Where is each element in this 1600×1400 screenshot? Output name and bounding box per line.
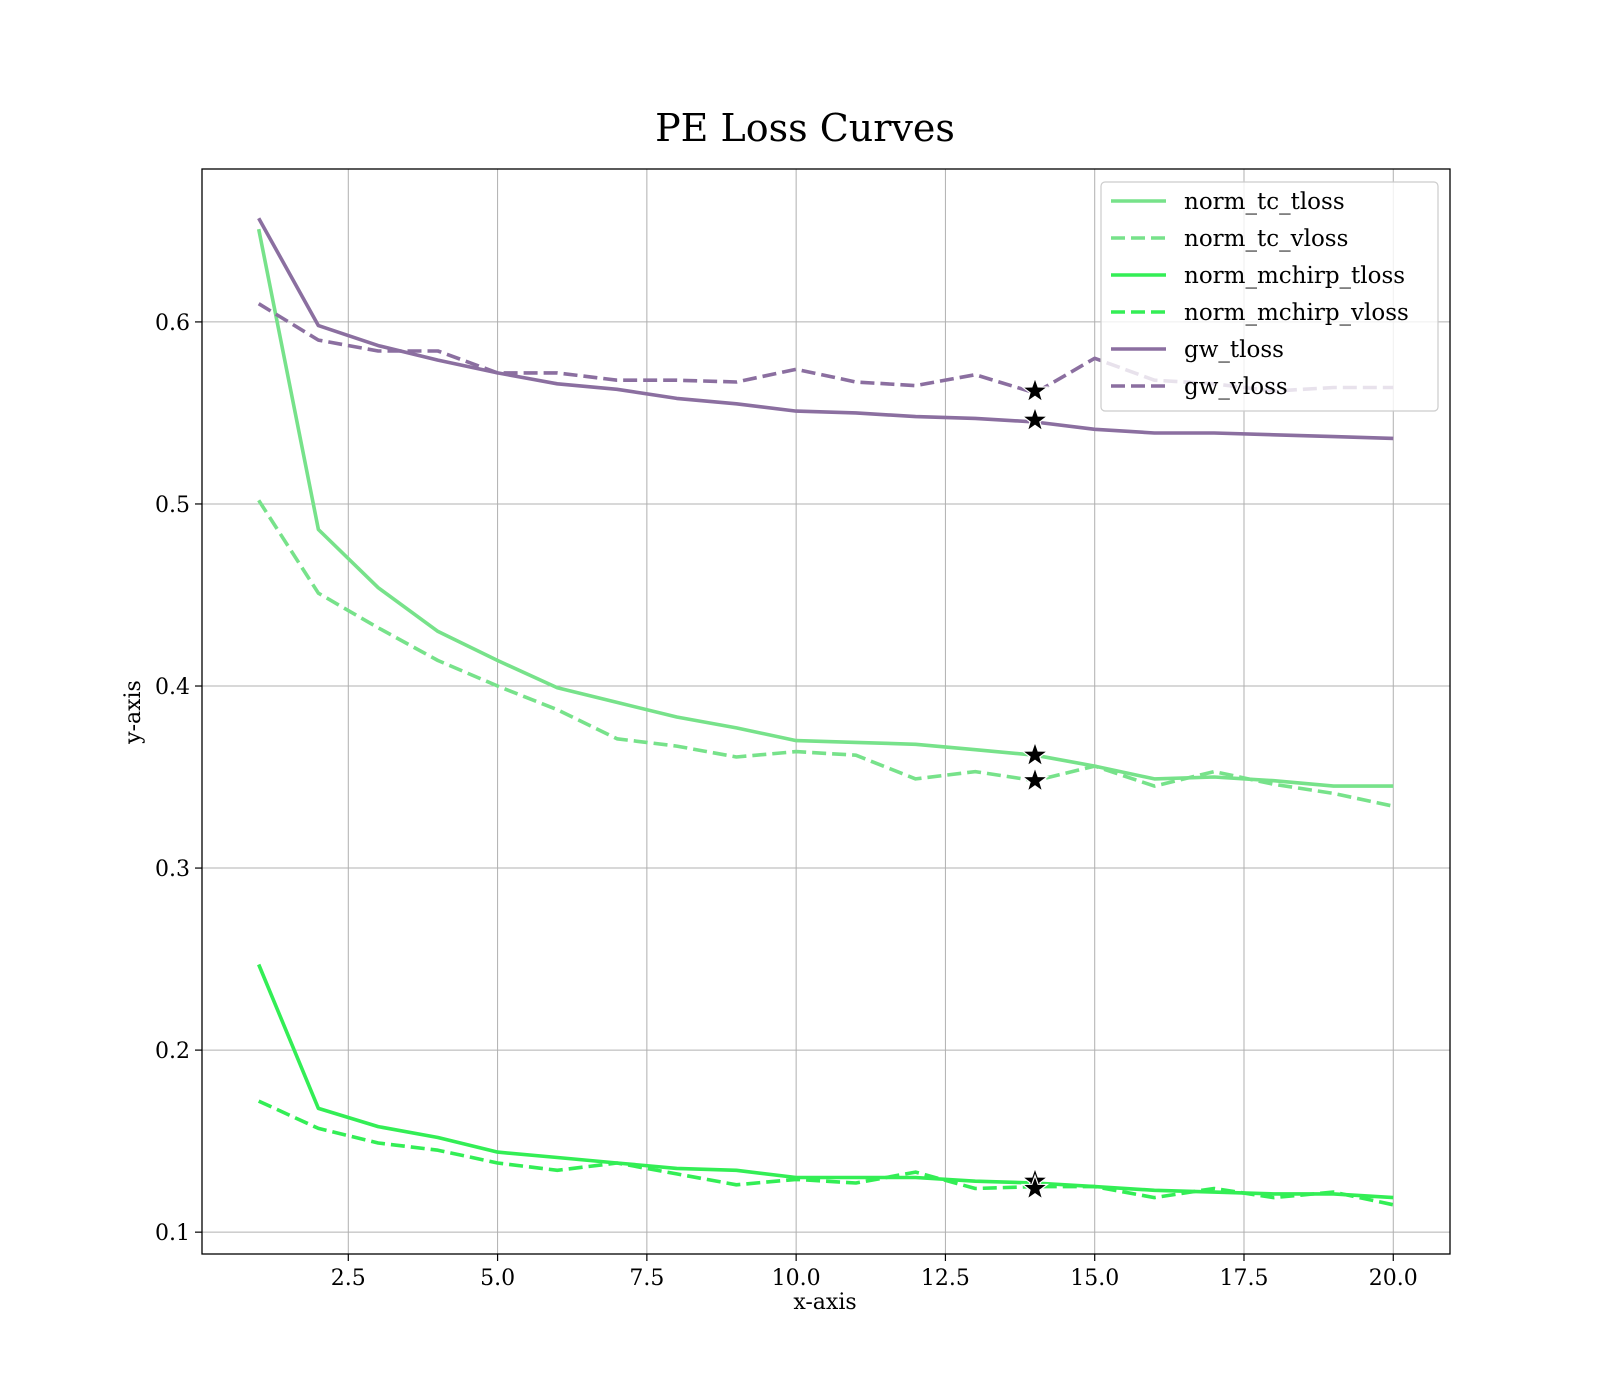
best-epoch-star-marker [1020, 765, 1050, 793]
x-tick-label: 20.0 [1369, 1266, 1418, 1291]
y-tick-label: 0.2 [155, 1039, 190, 1064]
chart-title: PE Loss Curves [655, 106, 955, 150]
legend-label: norm_mchirp_vloss [1184, 300, 1409, 326]
legend-label: norm_tc_tloss [1184, 189, 1345, 215]
y-tick-label: 0.3 [155, 857, 190, 882]
series-line-norm-mchirp-vloss [257, 1099, 1394, 1207]
x-tick-label: 5.0 [480, 1266, 515, 1291]
x-tick-label: 2.5 [331, 1266, 366, 1291]
legend-box [1100, 181, 1439, 412]
series-line-norm-tc-vloss [257, 499, 1394, 808]
series-line-norm-tc-tloss [256, 228, 1394, 788]
y-tick-label: 0.4 [155, 675, 190, 700]
y-tick-label: 0.6 [155, 311, 190, 336]
best-epoch-star-marker [1020, 740, 1050, 768]
best-epoch-star-marker [1020, 376, 1050, 404]
legend-items: norm_tc_tloss norm_tc_vloss norm_mchirp_tl… [1111, 189, 1409, 400]
x-axis-label: x-axis [793, 1290, 856, 1315]
legend-label: norm_tc_vloss [1184, 226, 1348, 252]
y-tick-label: 0.1 [155, 1221, 190, 1246]
best-epoch-star-marker [1020, 1173, 1050, 1201]
plot-frame [201, 168, 1451, 1255]
x-tick-label: 7.5 [629, 1266, 664, 1291]
y-axis-ticks: 0.1 0.2 0.3 0.4 0.5 0.6 [155, 311, 202, 1246]
legend-label: gw_tloss [1184, 337, 1284, 363]
best-epoch-markers [1020, 376, 1050, 1201]
legend-label: norm_mchirp_tloss [1184, 263, 1405, 289]
x-tick-label: 10.0 [772, 1266, 821, 1291]
x-tick-label: 17.5 [1219, 1266, 1268, 1291]
x-tick-label: 15.0 [1070, 1266, 1119, 1291]
series-line-gw-tloss [257, 217, 1394, 441]
x-axis-ticks: 2.5 5.0 7.5 10.0 12.5 15.0 17.5 20.0 [331, 1254, 1418, 1291]
legend-label: gw_vloss [1184, 374, 1288, 400]
best-epoch-star-marker [1020, 405, 1050, 433]
x-tick-label: 12.5 [921, 1266, 970, 1291]
y-axis-label: y-axis [121, 680, 146, 745]
y-tick-label: 0.5 [155, 493, 190, 518]
legend: norm_tc_tloss norm_tc_vloss norm_mchirp_tl… [1100, 181, 1439, 412]
